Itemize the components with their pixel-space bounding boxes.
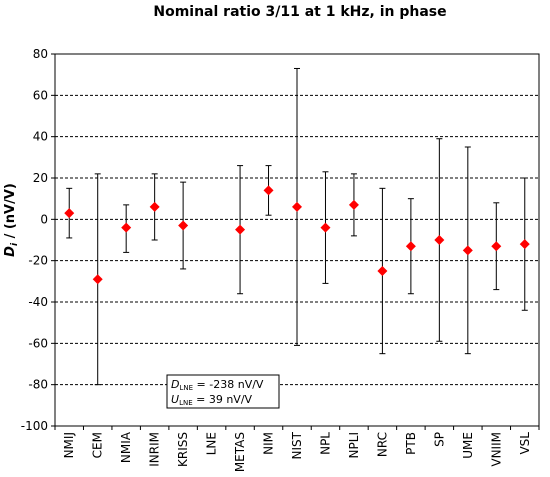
x-tick-label: NPLI [347,432,361,458]
y-axis-label-unit: / (nV/V) [3,183,18,243]
data-point-VSL [519,239,530,250]
data-point-METAS [235,224,246,235]
data-point-NIM [263,185,274,196]
data-point-NMIA [121,222,132,233]
x-tick-label: NPL [318,432,332,455]
data-point-NMIJ [64,208,75,219]
annotation-line-1: DLNE = -238 nV/V [171,378,264,392]
data-point-CEM [92,274,103,285]
y-tick-label: 0 [40,212,48,226]
y-tick-label: -20 [28,254,48,268]
plot-area [54,53,540,427]
x-tick-label: NMIJ [62,432,76,458]
data-point-PTB [405,241,416,252]
x-tick-label: PTB [404,432,418,455]
y-tick-label: 20 [33,171,48,185]
y-tick-label: 60 [33,88,48,102]
annotation-line-2-sub: LNE [179,399,193,407]
y-axis-ticks: 80 60 40 20 0 -20 -40 -60 -80 -100 [21,47,55,433]
annotation-line-2-symbol: U [171,393,179,406]
x-tick-label: VSL [518,432,532,455]
y-tick-label: -100 [21,419,48,433]
y-tick-label: 80 [33,47,48,61]
x-tick-label: KRISS [176,432,190,467]
x-tick-label: LNE [205,432,219,455]
data-point-KRISS [178,220,189,231]
annotation-line-1-text: = -238 nV/V [193,378,264,391]
x-tick-label: SP [432,432,446,447]
data-point-NRC [377,266,388,276]
y-tick-label: -80 [28,378,48,392]
y-tick-label: -40 [28,295,48,309]
data-point-INRIM [149,201,160,212]
annotation-line-2: ULNE = 39 nV/V [171,393,253,407]
annotation-line-2-text: = 39 nV/V [193,393,253,406]
y-tick-label: -60 [28,336,48,350]
x-axis-ticks: NMIJ CEM NMIA INRIM KRISS LNE METAS NIM NIST NPL N… [54,426,540,472]
x-tick-label: VNIIM [489,432,503,467]
x-tick-label: NMIA [119,431,133,463]
y-axis-label-subscript: i [10,242,20,246]
lne-annotation-box: DLNE = -238 nV/V ULNE = 39 nV/V [166,374,280,409]
y-tick-label: 40 [33,130,48,144]
x-tick-label: NIST [290,431,304,459]
data-markers [64,185,530,285]
annotation-line-1-sub: LNE [179,384,193,392]
data-point-VNIIM [491,241,502,252]
x-tick-label: INRIM [148,432,162,467]
annotation-line-1-symbol: D [171,378,179,391]
y-axis-label-symbol: D [3,246,18,257]
y-axis-label: Di / (nV/V) [3,183,20,257]
data-point-NPLI [348,199,359,210]
x-tick-label: METAS [233,432,247,472]
data-point-UME [462,245,473,256]
error-bars [66,67,528,386]
x-tick-label: NRC [375,432,389,457]
x-tick-label: CEM [91,432,105,458]
data-point-SP [434,235,445,245]
data-point-NPL [320,222,331,233]
x-tick-label: UME [461,432,475,459]
chart-title: Nominal ratio 3/11 at 1 kHz, in phase [153,4,446,20]
data-point-NIST [292,201,302,212]
x-tick-label: NIM [262,432,276,455]
